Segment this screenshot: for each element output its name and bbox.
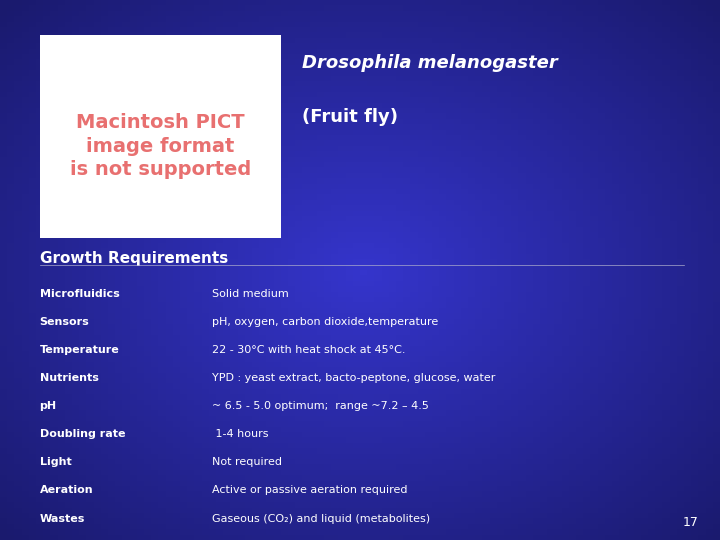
Text: Temperature: Temperature bbox=[40, 345, 120, 355]
Text: Solid medium: Solid medium bbox=[212, 289, 289, 299]
Text: YPD : yeast extract, bacto-peptone, glucose, water: YPD : yeast extract, bacto-peptone, gluc… bbox=[212, 373, 496, 383]
Text: Microfluidics: Microfluidics bbox=[40, 289, 120, 299]
Text: Growth Requirements: Growth Requirements bbox=[40, 251, 228, 266]
Text: Active or passive aeration required: Active or passive aeration required bbox=[212, 485, 408, 496]
Text: pH: pH bbox=[40, 401, 57, 411]
Text: Doubling rate: Doubling rate bbox=[40, 429, 125, 440]
Text: 17: 17 bbox=[683, 516, 698, 529]
Text: pH, oxygen, carbon dioxide,temperature: pH, oxygen, carbon dioxide,temperature bbox=[212, 317, 438, 327]
Text: Aeration: Aeration bbox=[40, 485, 93, 496]
Text: Macintosh PICT
image format
is not supported: Macintosh PICT image format is not suppo… bbox=[70, 113, 251, 179]
Text: Light: Light bbox=[40, 457, 71, 468]
Text: Drosophila melanogaster: Drosophila melanogaster bbox=[302, 54, 558, 72]
Text: (Fruit fly): (Fruit fly) bbox=[302, 108, 398, 126]
Text: Not required: Not required bbox=[212, 457, 282, 468]
Text: 22 - 30°C with heat shock at 45°C.: 22 - 30°C with heat shock at 45°C. bbox=[212, 345, 406, 355]
Text: Wastes: Wastes bbox=[40, 514, 85, 524]
FancyBboxPatch shape bbox=[40, 35, 281, 238]
Text: 1-4 hours: 1-4 hours bbox=[212, 429, 269, 440]
Text: Sensors: Sensors bbox=[40, 317, 89, 327]
Text: Gaseous (CO₂) and liquid (metabolites): Gaseous (CO₂) and liquid (metabolites) bbox=[212, 514, 431, 524]
Text: Nutrients: Nutrients bbox=[40, 373, 99, 383]
Text: ~ 6.5 - 5.0 optimum;  range ~7.2 – 4.5: ~ 6.5 - 5.0 optimum; range ~7.2 – 4.5 bbox=[212, 401, 429, 411]
